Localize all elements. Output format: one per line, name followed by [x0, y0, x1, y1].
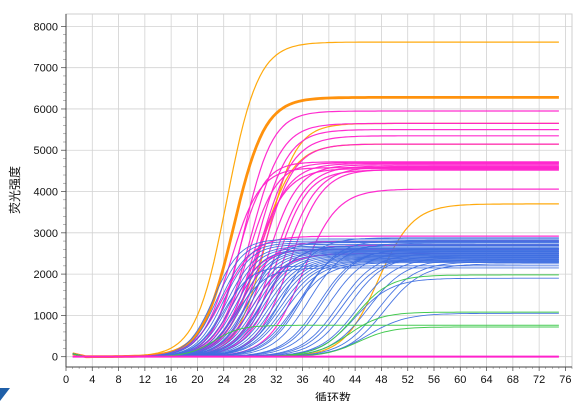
plot-area: [65, 13, 573, 368]
y-tick-label: 5000: [34, 145, 58, 157]
y-tick-label: 6000: [34, 104, 58, 116]
x-tick-label: 76: [559, 374, 571, 386]
x-tick-label: 16: [165, 374, 177, 386]
y-tick-label: 1000: [34, 310, 58, 322]
x-tick-label: 60: [454, 374, 466, 386]
axes: [61, 14, 573, 371]
x-tick-label: 28: [244, 374, 256, 386]
x-tick-label: 40: [323, 374, 335, 386]
y-tick-label: 7000: [34, 63, 58, 75]
y-tick-label: 2000: [34, 269, 58, 281]
tick-labels: 0 4 8 12 16 20 24 28 32 36 40 44 48 52 56 60 64 68 72 76010…: [34, 21, 572, 386]
x-tick-label: 12: [139, 374, 151, 386]
x-tick-label: 8: [116, 374, 122, 386]
x-tick-label: 36: [296, 374, 308, 386]
x-tick-label: 24: [218, 374, 230, 386]
x-tick-label: 0: [63, 374, 69, 386]
grid: [65, 13, 573, 368]
x-tick-label: 72: [533, 374, 545, 386]
x-tick-label: 44: [349, 374, 361, 386]
y-axis-label: 荧光强度: [7, 166, 22, 214]
series-group: [72, 41, 559, 359]
x-tick-label: 56: [428, 374, 440, 386]
x-tick-label: 32: [270, 374, 282, 386]
x-tick-label: 20: [191, 374, 203, 386]
y-tick-label: 4000: [34, 187, 58, 199]
corner-marker: [0, 388, 10, 401]
x-tick-label: 48: [375, 374, 387, 386]
x-tick-label: 52: [402, 374, 414, 386]
x-tick-label: 4: [89, 374, 95, 386]
x-axis-label: 循环数: [315, 390, 351, 401]
y-tick-label: 0: [52, 352, 58, 364]
y-tick-label: 3000: [34, 228, 58, 240]
y-tick-label: 8000: [34, 21, 58, 33]
x-tick-label: 68: [507, 374, 519, 386]
x-tick-label: 64: [480, 374, 492, 386]
